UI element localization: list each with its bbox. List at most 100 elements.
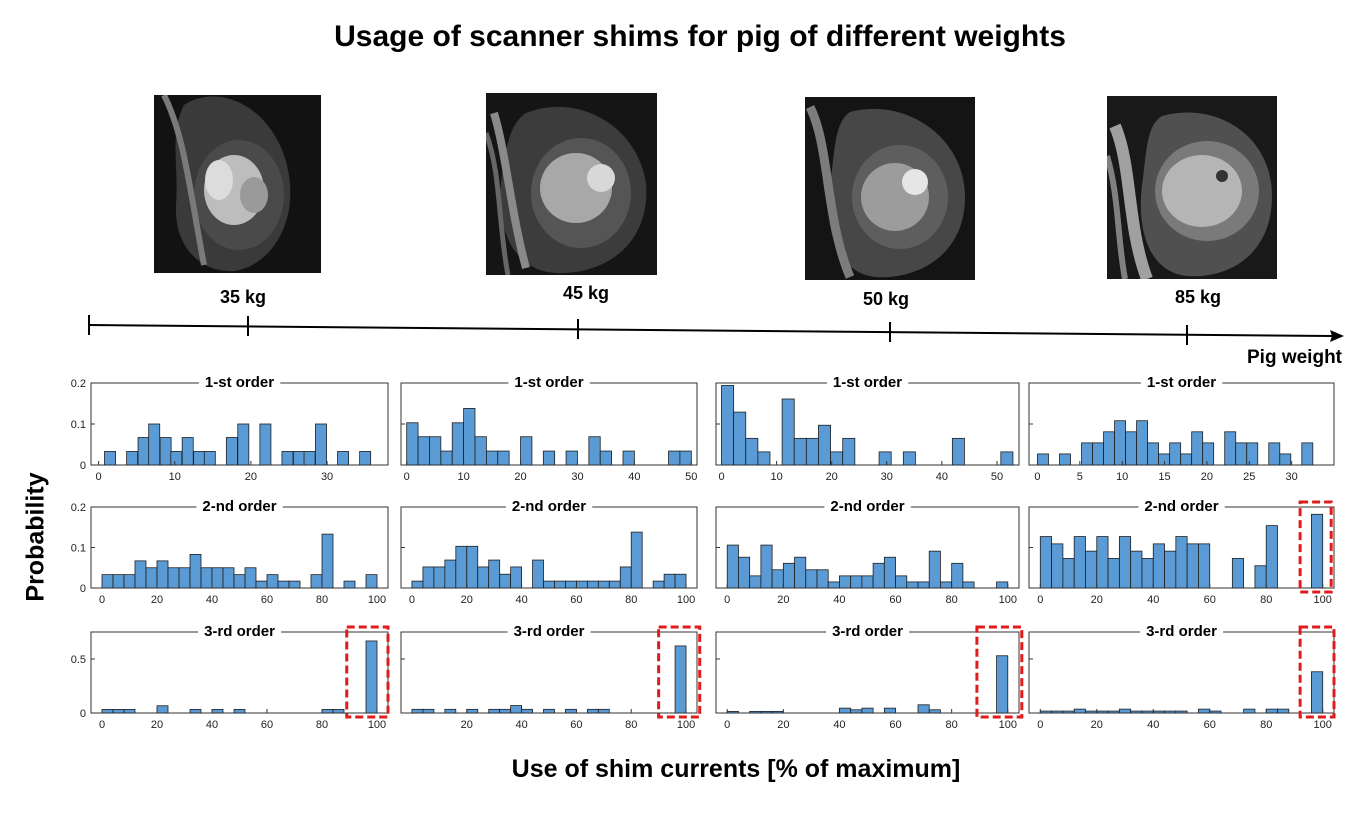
- x-tick-label: 80: [1260, 594, 1272, 606]
- histogram-bar: [1268, 442, 1281, 466]
- histogram-bar: [244, 567, 257, 589]
- x-tick-label: 100: [1314, 594, 1332, 606]
- histogram-bar: [343, 580, 356, 589]
- x-tick-label: 20: [514, 471, 526, 483]
- histogram-bar: [485, 450, 499, 466]
- x-tick-label: 0: [96, 471, 102, 483]
- histogram-bar: [726, 544, 739, 589]
- histogram-bar: [1096, 536, 1109, 589]
- panel-frame: [90, 631, 389, 714]
- histogram-bar: [1164, 710, 1177, 714]
- histogram-bar: [928, 550, 941, 589]
- x-tick-label: 50: [685, 471, 697, 483]
- y-tick-label: 0: [80, 583, 86, 595]
- panel-title: 1-st order: [1147, 374, 1216, 391]
- x-tick-label: 60: [889, 594, 901, 606]
- histogram-bar: [827, 581, 840, 589]
- panel-title: 2-nd order: [830, 498, 904, 515]
- x-tick-label: 100: [1314, 719, 1332, 731]
- histogram-bar: [1141, 710, 1154, 714]
- histogram-bar: [1243, 708, 1256, 714]
- weight-axis-line: [88, 324, 1333, 337]
- histogram-bar: [818, 424, 831, 466]
- histogram-bar: [1114, 420, 1126, 466]
- histogram-bar: [203, 451, 216, 466]
- histogram-bar: [793, 437, 807, 466]
- weight-label-50kg: 50 kg: [863, 289, 910, 309]
- histogram-bar: [1301, 442, 1314, 466]
- histogram-bar: [359, 451, 372, 466]
- x-tick-label: 30: [321, 471, 333, 483]
- histogram-bar: [499, 708, 512, 714]
- histogram-bar: [1073, 536, 1086, 589]
- highlight-box: [657, 625, 702, 719]
- histogram-bar: [951, 437, 965, 466]
- x-tick-label: 40: [515, 719, 527, 731]
- x-tick-label: 0: [1037, 719, 1043, 731]
- x-tick-label: 0: [724, 719, 730, 731]
- histogram-bar: [895, 575, 908, 589]
- histogram-bar: [365, 640, 378, 714]
- histogram-bar: [321, 709, 334, 714]
- x-tick-label: 40: [1147, 719, 1159, 731]
- panel-frame: [1028, 382, 1335, 466]
- x-tick-label: 0: [1034, 471, 1040, 483]
- histogram-bar: [554, 580, 566, 589]
- histogram-bar: [543, 708, 555, 714]
- histogram-bar: [488, 708, 501, 714]
- x-tick-label: 40: [515, 594, 527, 606]
- histogram-bar: [1062, 710, 1075, 714]
- x-tick-label: 60: [1204, 719, 1216, 731]
- histogram-bar: [1191, 431, 1204, 466]
- panel-title-bg: [826, 623, 910, 640]
- y-tick-label: 0: [80, 708, 86, 720]
- histogram-bar: [839, 575, 852, 589]
- x-tick-label: 20: [777, 594, 789, 606]
- histogram-bar: [466, 708, 479, 714]
- histogram-bar: [781, 398, 795, 466]
- histogram-bar: [170, 451, 183, 466]
- histogram-bar: [805, 437, 819, 466]
- x-tick-label: 100: [368, 719, 386, 731]
- panel-title: 2-nd order: [512, 498, 586, 515]
- x-tick-label: 60: [570, 594, 582, 606]
- histogram-bar: [679, 450, 692, 466]
- histogram-bar: [1235, 442, 1248, 466]
- panel-title-bg: [1140, 374, 1223, 391]
- panel-frame: [715, 382, 1020, 466]
- histogram-bar: [101, 574, 114, 589]
- highlight-box: [1298, 500, 1333, 594]
- histogram-bar: [599, 450, 613, 466]
- histogram-bar: [200, 567, 213, 589]
- x-tick-label: 30: [571, 471, 583, 483]
- x-tick-label: 80: [316, 594, 328, 606]
- histogram-bar: [1039, 536, 1052, 589]
- x-tick-label: 20: [1201, 471, 1213, 483]
- x-tick-label: 0: [1037, 594, 1043, 606]
- histogram-bar: [839, 707, 852, 714]
- histogram-bar: [156, 560, 169, 589]
- histogram-bar: [1081, 442, 1093, 466]
- histogram-bar: [861, 707, 874, 714]
- histogram-bar: [532, 559, 544, 589]
- histogram-bar: [674, 573, 687, 589]
- histogram-bar: [233, 574, 246, 589]
- x-tick-label: 40: [833, 719, 845, 731]
- histogram-bar: [1198, 543, 1211, 589]
- x-tick-label: 15: [1158, 471, 1170, 483]
- histogram-bar: [721, 385, 735, 466]
- y-tick-label: 0: [80, 460, 86, 472]
- histogram-bar: [156, 705, 169, 714]
- x-tick-label: 25: [1243, 471, 1255, 483]
- x-tick-label: 40: [833, 594, 845, 606]
- histogram-bar: [1169, 442, 1182, 466]
- x-tick-label: 0: [99, 719, 105, 731]
- histogram-bar: [429, 436, 442, 466]
- panel-frame: [400, 631, 698, 714]
- histogram-bar: [455, 545, 468, 589]
- panel-title-bg: [826, 374, 909, 391]
- histogram-bar: [760, 544, 773, 589]
- histogram-bar: [189, 709, 202, 714]
- x-tick-label: 20: [245, 471, 257, 483]
